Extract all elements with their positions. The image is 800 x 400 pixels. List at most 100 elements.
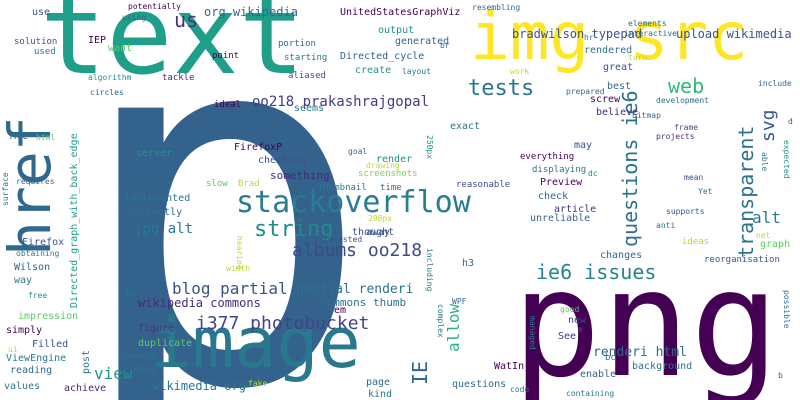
cloud-word: reading — [10, 365, 53, 376]
cloud-word: server — [136, 148, 173, 159]
cloud-word: questions — [452, 379, 507, 390]
cloud-word: best — [607, 81, 632, 92]
cloud-word: aliased — [288, 71, 326, 81]
cloud-word: mean — [684, 173, 704, 182]
cloud-word: reorganisation — [704, 255, 780, 265]
cloud-word: changes — [600, 250, 643, 261]
cloud-word: fake — [248, 379, 268, 388]
cloud-word: prepared — [566, 87, 605, 96]
cloud-word: ViewEngine — [6, 353, 67, 364]
cloud-word: seems — [294, 103, 325, 114]
cloud-word: render — [376, 154, 413, 165]
cloud-word: free — [28, 291, 48, 300]
cloud-word: enable — [580, 369, 617, 380]
cloud-word: em — [334, 305, 347, 316]
cloud-word: slow — [206, 179, 228, 189]
cloud-word: interested — [314, 235, 363, 244]
cloud-word: complex — [436, 304, 445, 338]
cloud-word: Filled — [32, 339, 69, 350]
cloud-word: screw — [590, 94, 621, 105]
cloud-word: 250px — [425, 135, 434, 160]
cloud-word: exact — [450, 121, 481, 132]
cloud-word: bc — [605, 353, 616, 363]
cloud-word: article — [554, 204, 597, 215]
cloud-word: using — [122, 13, 147, 22]
cloud-word: p — [72, 0, 374, 400]
cloud-word: want — [108, 43, 133, 54]
cloud-word: stackoverflow — [236, 185, 471, 220]
cloud-word: anyone — [136, 179, 173, 190]
cloud-word: Directed_graph_with_back_edge — [69, 133, 80, 308]
cloud-word: tests — [468, 76, 535, 101]
cloud-word: FirefoxP — [234, 142, 283, 153]
cloud-word: wikimedia org — [152, 379, 246, 393]
cloud-word: unreliable — [530, 213, 591, 224]
cloud-word: work — [510, 67, 530, 76]
cloud-word: org wikipedia — [204, 5, 298, 19]
cloud-word: figure — [138, 323, 175, 334]
cloud-word: code — [510, 385, 530, 394]
cloud-word: bradwilson typepad — [512, 27, 643, 41]
cloud-word: anti — [656, 221, 676, 230]
cloud-word: including — [425, 248, 434, 292]
cloud-word: renderi html — [593, 345, 687, 360]
cloud-word: use — [32, 7, 51, 18]
cloud-word: displaying — [532, 165, 587, 175]
cloud-word: surface — [1, 172, 10, 206]
cloud-word: great — [603, 62, 634, 73]
cloud-word: ideas — [682, 237, 710, 247]
cloud-word: simply — [6, 325, 43, 336]
cloud-word: bitmap — [632, 111, 661, 120]
cloud-word: everything — [520, 152, 575, 162]
cloud-word: good — [560, 305, 580, 314]
cloud-word: point — [212, 51, 240, 61]
cloud-word: net — [756, 231, 771, 240]
cloud-word: duplicate — [138, 338, 193, 349]
cloud-word: See — [558, 331, 577, 342]
cloud-word: possible — [782, 290, 791, 329]
cloud-word: checking — [258, 155, 307, 166]
cloud-word: time — [380, 183, 402, 193]
cloud-word: d — [788, 117, 793, 126]
cloud-word: drawing — [366, 161, 400, 170]
cloud-word: i377 photobucket — [196, 313, 370, 334]
cloud-word: achieve — [64, 383, 107, 394]
cloud-word: portion — [278, 39, 316, 49]
cloud-word: text — [40, 0, 305, 99]
cloud-word: jpg alt — [134, 221, 194, 237]
cloud-word: resembling — [472, 3, 521, 12]
cloud-word: e — [578, 325, 583, 334]
cloud-word: check — [538, 191, 569, 202]
cloud-word: supports — [666, 207, 705, 216]
cloud-word: e4 — [126, 289, 136, 298]
cloud-word: UnitedStatesGraphViz — [340, 7, 461, 18]
cloud-word: us — [174, 8, 199, 32]
cloud-word: ie6 issues — [536, 260, 657, 284]
cloud-word: background — [632, 361, 693, 372]
cloud-word: blog partial — [172, 279, 288, 298]
cloud-word: thought — [352, 227, 395, 238]
cloud-word: away — [366, 227, 391, 238]
cloud-word: partial renderi — [296, 282, 414, 297]
cloud-word: Preview — [540, 177, 583, 188]
cloud-word: string — [254, 217, 334, 242]
cloud-word: Firefox — [22, 237, 65, 248]
cloud-word: graph — [760, 239, 791, 250]
cloud-word: implemented — [124, 193, 191, 204]
cloud-word: way — [14, 275, 33, 286]
cloud-word: managed — [528, 316, 537, 350]
cloud-word: expected — [782, 140, 791, 179]
cloud-word: view — [94, 364, 133, 383]
cloud-word: frame — [674, 123, 699, 132]
cloud-word: png — [512, 238, 780, 400]
cloud-word: img src — [470, 0, 749, 75]
cloud-word: html — [36, 133, 56, 142]
cloud-word: correctly — [128, 207, 183, 218]
cloud-word: Yet — [698, 187, 713, 196]
cloud-word: oo218 prakashrajgopal — [252, 94, 430, 110]
cloud-word: width — [226, 264, 251, 273]
cloud-word: hr — [584, 33, 594, 42]
cloud-word: algorithm — [88, 73, 132, 82]
cloud-word: page — [366, 377, 391, 388]
